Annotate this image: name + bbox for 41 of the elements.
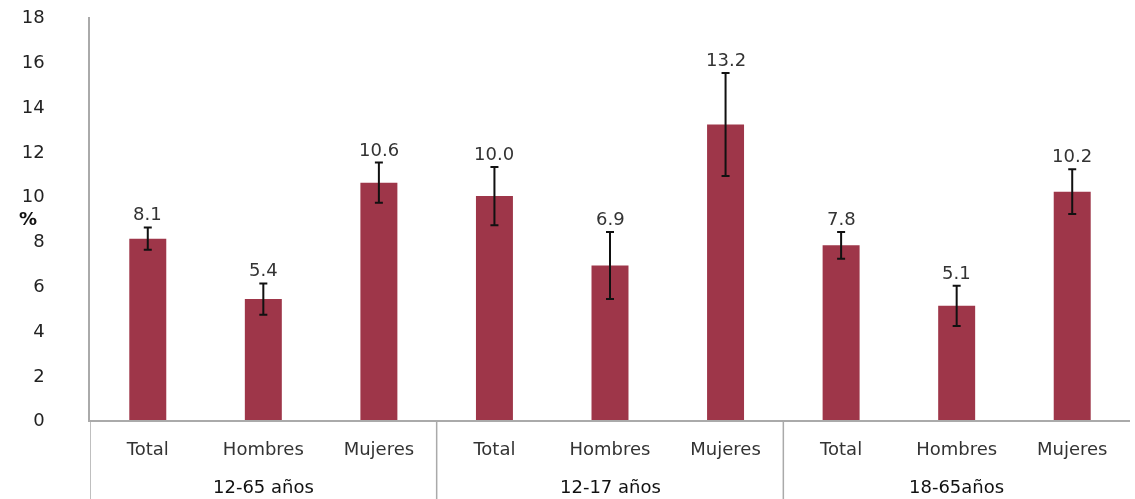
text: 12-65 años xyxy=(213,476,314,497)
x-tick-label: Mujeres xyxy=(343,438,415,460)
x-tick-label: Total xyxy=(472,438,516,460)
y-tick-label: 8 xyxy=(33,230,45,252)
y-tick-label: 18 xyxy=(21,6,45,28)
data-label: 13.2 xyxy=(706,49,747,70)
x-tick-label: Total xyxy=(819,438,863,460)
y-tick-label: 6 xyxy=(33,274,45,296)
data-label: 10.2 xyxy=(1052,145,1093,166)
data-label: 10.6 xyxy=(359,139,400,160)
bar xyxy=(938,305,976,420)
bar xyxy=(244,299,282,420)
bar xyxy=(591,265,629,420)
data-label: 8.1 xyxy=(133,203,162,224)
bar xyxy=(129,238,167,420)
y-tick-label: 2 xyxy=(33,364,45,386)
x-tick-label: Hombres xyxy=(569,438,651,460)
x-tick-label: Mujeres xyxy=(1036,438,1108,460)
bar xyxy=(475,196,513,420)
data-label: 7.8 xyxy=(827,208,856,229)
y-tick-label: 10 xyxy=(21,185,45,207)
data-label: 10.0 xyxy=(474,143,515,164)
bar xyxy=(707,124,745,420)
x-tick-label: Mujeres xyxy=(690,438,761,460)
y-tick-label: 14 xyxy=(21,95,45,117)
bar xyxy=(360,182,398,420)
y-axis-title: % xyxy=(19,208,38,229)
bar xyxy=(1053,191,1091,420)
data-label: 5.4 xyxy=(249,259,278,280)
x-tick-label: Total xyxy=(125,438,169,460)
data-label: 6.9 xyxy=(596,208,625,229)
x-tick-label: Hombres xyxy=(222,438,304,460)
y-tick-label: 16 xyxy=(21,51,45,73)
bar xyxy=(822,245,860,420)
data-label: 5.1 xyxy=(942,262,971,283)
text: 18-65años xyxy=(909,476,1005,497)
y-tick-label: 4 xyxy=(33,319,45,341)
y-tick-label: 12 xyxy=(21,140,45,162)
text: 12-17 años xyxy=(560,476,661,497)
x-tick-label: Hombres xyxy=(916,438,998,460)
y-tick-label: 0 xyxy=(33,409,45,431)
